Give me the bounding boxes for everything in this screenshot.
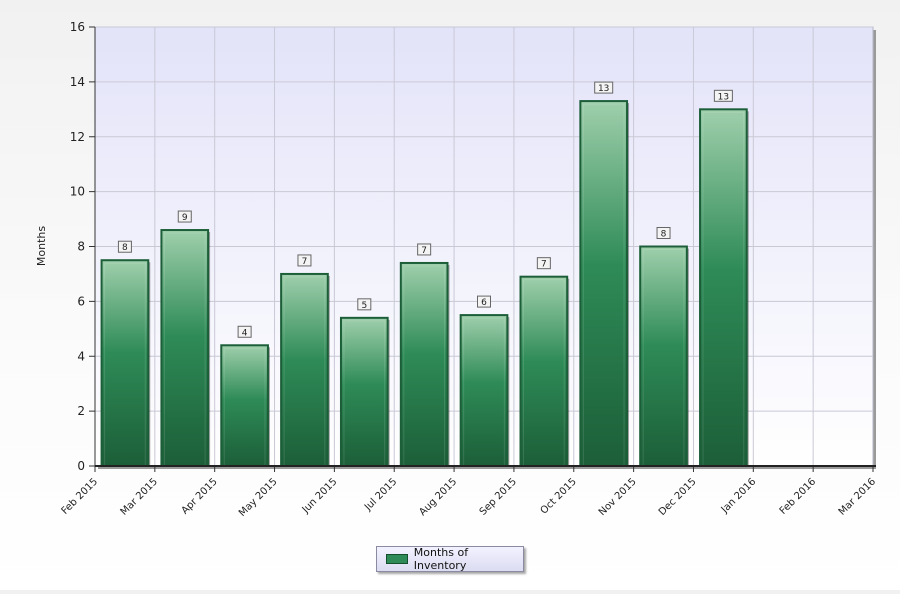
data-label: 4 [242,328,248,338]
x-tick-label: Aug 2015 [417,476,459,518]
x-tick-label: Jun 2015 [300,476,340,516]
bars [100,100,749,468]
x-tick-label: May 2015 [237,476,280,519]
x-tick-label: Apr 2015 [180,476,220,516]
y-tick-label: 12 [70,130,85,144]
bar [639,245,688,467]
bar [100,259,150,467]
bar [579,100,629,468]
data-label-box [117,240,132,253]
data-label-box [656,227,671,239]
data-label-box [177,210,192,223]
y-tick-label: 4 [77,349,85,363]
bar [160,229,210,467]
bar [399,261,449,467]
y-tick-label: 14 [70,75,85,89]
legend: Months of Inventory [376,546,524,572]
data-label: 7 [421,246,427,256]
x-tick-label: Oct 2015 [539,476,579,516]
bar [339,316,389,467]
bar [699,108,748,467]
data-label: 5 [361,301,367,311]
data-label-box [536,257,551,270]
data-label-box [237,325,252,338]
data-label: 8 [661,230,667,240]
y-tick-label: 8 [77,240,85,254]
bar [280,272,329,467]
x-tick-label: Feb 2015 [60,476,101,517]
legend-label: Months of Inventory [413,546,469,572]
x-tick-label: Mar 2015 [119,476,160,517]
legend-swatch [386,554,408,564]
y-tick-label: 0 [77,459,85,473]
x-tick-label: Nov 2015 [597,476,639,518]
data-label: 9 [182,213,188,223]
x-tick-label: Sep 2015 [478,476,519,517]
y-tick-label: 2 [77,404,85,418]
x-tick-label: Mar 2016 [837,476,878,517]
data-labels: 8 9 4 7 5 7 6 7 13 8 13 [117,81,733,338]
y-axis-title: Months [35,226,48,266]
x-tick-label: Dec 2015 [657,476,699,518]
data-label: 13 [718,92,729,102]
x-tick-label: Jan 2016 [719,476,759,516]
y-tick-label: 16 [70,20,85,34]
bar [220,344,269,467]
data-label: 7 [302,257,308,267]
data-label-box [417,243,432,256]
bar [459,314,509,467]
data-label-box [477,295,491,308]
data-label: 6 [481,298,487,308]
data-label-box [594,81,614,94]
y-tick-label: 6 [77,294,85,308]
data-label-box [357,298,372,311]
data-label: 7 [541,260,547,270]
x-tick-label: Jul 2015 [362,476,399,513]
data-label-box [297,254,312,267]
data-label-box [713,89,733,102]
data-label: 13 [598,84,609,94]
bar [519,275,569,467]
data-label: 8 [122,243,128,253]
y-tick-label: 10 [70,185,85,199]
x-tick-label: Feb 2016 [778,476,819,517]
